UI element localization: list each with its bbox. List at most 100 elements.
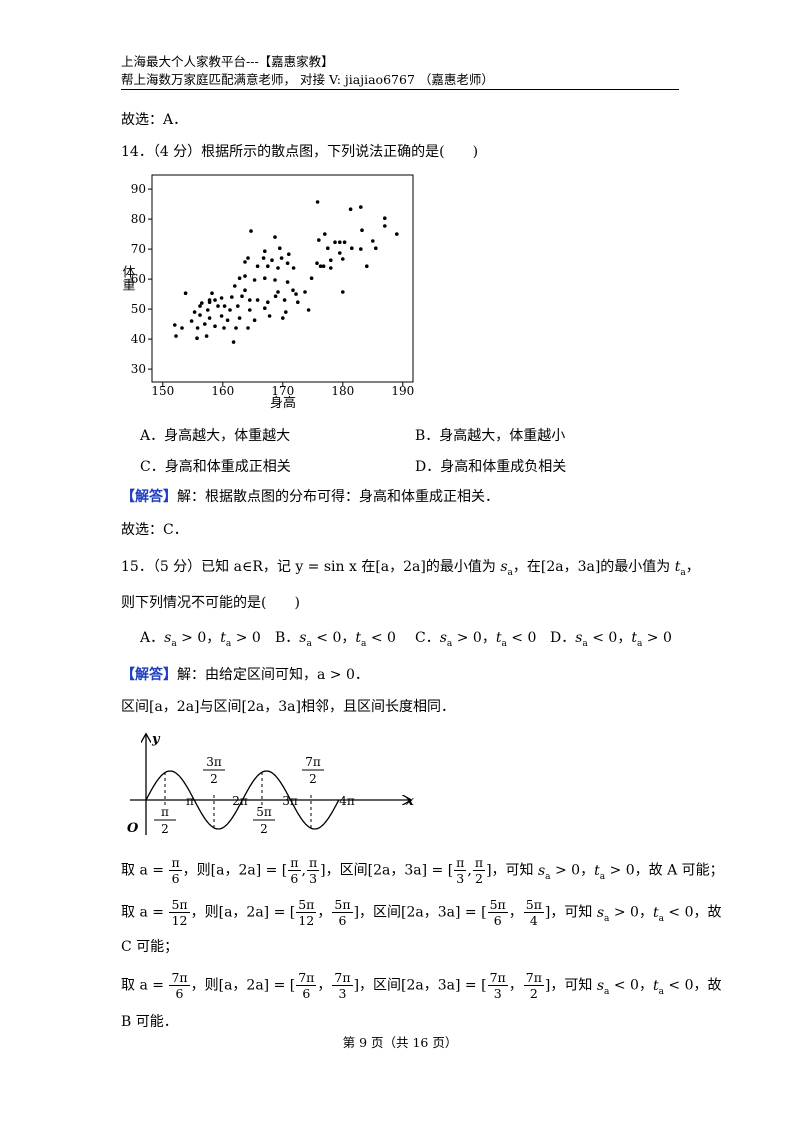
fraction: 5π 4: [523, 897, 544, 928]
text: C．: [415, 630, 440, 646]
variable-subscript: a: [658, 913, 664, 924]
point: [219, 314, 224, 318]
numerator: 5π: [169, 897, 190, 913]
point: [285, 261, 290, 266]
fraction: π2: [154, 805, 176, 836]
variable-base: s: [596, 904, 605, 921]
text: > 0，: [452, 630, 496, 646]
point: [317, 238, 321, 242]
text: > 0，: [550, 862, 595, 879]
numerator: 7π: [487, 970, 508, 986]
point: [243, 260, 247, 264]
option: C．身高和体重成正相关: [140, 459, 291, 475]
solution-text: 解：由给定区间可知，a > 0．: [177, 667, 369, 683]
variable-subscript: a: [306, 638, 312, 649]
numerator: 7π: [332, 970, 353, 986]
text: ，: [317, 904, 332, 921]
point: [231, 340, 236, 344]
point: [249, 229, 253, 233]
point: [341, 290, 345, 294]
solution: 【解答】解：根据散点图的分布可得：身高和体重成正相关．: [121, 487, 499, 507]
denominator: 3: [456, 871, 465, 886]
variable: sa: [500, 559, 513, 578]
denominator: 2: [260, 822, 268, 836]
point: [266, 264, 270, 269]
option: D．身高和体重成负相关: [415, 459, 567, 475]
x-tick-label: 190: [391, 384, 414, 398]
text: ，: [508, 904, 523, 921]
point: [216, 304, 220, 308]
y-tick-label: 30: [131, 362, 146, 376]
x-tick-label: 160: [211, 384, 234, 398]
point: [204, 334, 209, 338]
origin-label: O: [127, 821, 139, 836]
fraction: 7π 3: [487, 970, 508, 1001]
variable-subscript: a: [446, 638, 453, 649]
point: [371, 239, 375, 243]
point: [341, 257, 345, 261]
numerator: 5π: [487, 897, 508, 913]
text: ，则[a，2a] = [: [182, 862, 288, 879]
point: [228, 308, 232, 312]
point: [287, 252, 291, 256]
y-tick-label: 40: [131, 332, 146, 346]
variable: ta: [220, 630, 231, 649]
point: [326, 246, 330, 250]
numerator: 5π: [256, 805, 272, 819]
text: 取 a =: [121, 977, 169, 994]
numerator: π: [161, 805, 169, 819]
point: [203, 322, 207, 326]
point: [195, 326, 200, 330]
text-line: B 可能．: [121, 1012, 178, 1032]
text: > 0，: [176, 630, 221, 646]
text: ，: [685, 559, 700, 575]
answer: 故选：C．: [121, 522, 188, 538]
point: [266, 300, 270, 305]
variable: sa: [164, 630, 177, 649]
variable: sa: [575, 630, 588, 649]
variable-base: s: [164, 630, 172, 646]
point: [365, 264, 369, 269]
variable-base: s: [439, 630, 447, 646]
solution-tag: 【解答】: [121, 667, 177, 683]
variable: sa: [439, 630, 453, 649]
text: ，: [317, 977, 332, 994]
point: [348, 207, 353, 211]
numerator: π: [472, 855, 486, 871]
question-stem: 15．（5 分）已知 a∈R，记 y = sin x 在[a，2a]的最小值为 …: [121, 557, 700, 583]
point: [243, 274, 247, 278]
fraction: 7π 3: [332, 970, 353, 1001]
scatter-chart: 身高 体重 150 160 170 180 190 30 40 50 60 70 80 90: [120, 174, 414, 411]
variable-base: s: [596, 977, 605, 994]
numerator: 5π: [523, 897, 544, 913]
text: ,: [467, 862, 472, 879]
variable-subscript: a: [171, 638, 177, 649]
numerator: 7π: [169, 970, 190, 986]
point: [200, 301, 204, 305]
point: [281, 316, 285, 320]
fraction: 7π2: [302, 755, 324, 786]
text: ，则[a，2a] = [: [190, 977, 296, 994]
point: [263, 276, 267, 281]
point: [338, 251, 342, 255]
point: [359, 247, 363, 251]
point: [234, 326, 238, 330]
point: [195, 336, 199, 341]
point: [276, 266, 280, 270]
text: > 0: [231, 630, 261, 646]
point: [173, 323, 177, 327]
denominator: 2: [309, 772, 317, 786]
point: [236, 304, 240, 308]
text: < 0，故: [663, 977, 722, 994]
point: [291, 288, 295, 293]
sine-curve: [145, 770, 340, 830]
variable-subscript: a: [501, 638, 507, 649]
text: ]，区间[2a，3a] = [: [353, 977, 487, 994]
numerator: π: [169, 855, 182, 871]
text: < 0，: [609, 977, 653, 994]
point: [296, 300, 300, 305]
